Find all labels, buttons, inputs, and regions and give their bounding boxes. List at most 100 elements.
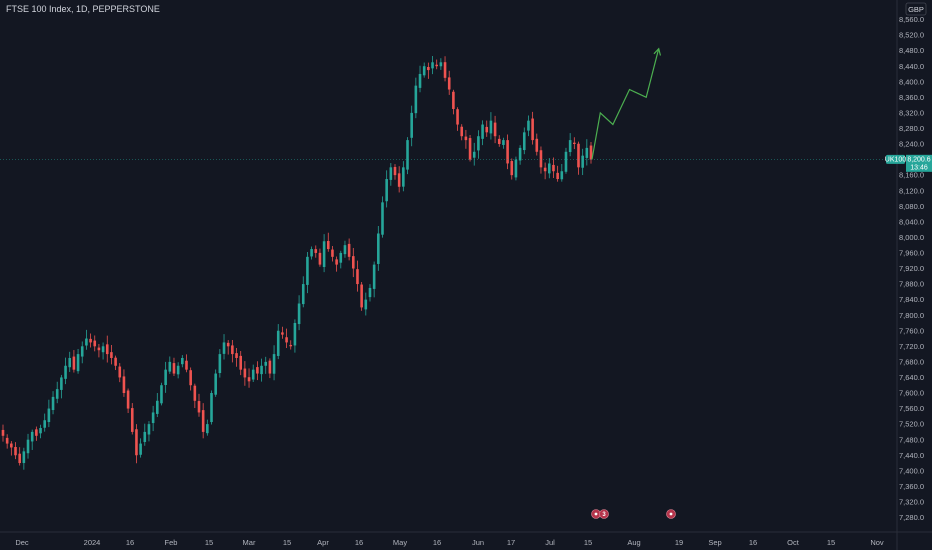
price-tick-label: 7,480.0 xyxy=(899,435,924,444)
price-tick-label: 7,640.0 xyxy=(899,373,924,382)
candle xyxy=(268,358,272,379)
candle xyxy=(539,146,543,174)
candle xyxy=(47,399,51,428)
candle xyxy=(547,158,551,179)
price-tick-label: 8,080.0 xyxy=(899,202,924,211)
candle xyxy=(206,419,209,436)
candle xyxy=(556,165,559,182)
candle xyxy=(535,133,539,156)
candle xyxy=(226,340,230,355)
last-price-badge xyxy=(906,154,932,172)
time-tick-label: Mar xyxy=(243,538,256,547)
price-tick-label: 7,880.0 xyxy=(899,280,924,289)
candle xyxy=(310,246,313,260)
candle xyxy=(531,111,534,145)
last-price-text: 8,200.6 xyxy=(907,157,930,164)
candle xyxy=(510,158,514,180)
candle xyxy=(193,383,197,409)
price-tick-label: 8,480.0 xyxy=(899,46,924,55)
time-tick-label: Feb xyxy=(165,538,178,547)
candle xyxy=(339,250,343,269)
candle xyxy=(322,234,326,273)
time-tick-label: Aug xyxy=(627,538,640,547)
candle xyxy=(151,405,155,432)
candle xyxy=(351,247,355,278)
candle xyxy=(485,120,489,137)
candle xyxy=(35,426,38,441)
candle xyxy=(456,107,459,131)
candle xyxy=(522,127,526,155)
price-tick-label: 7,760.0 xyxy=(899,326,924,335)
price-tick-label: 7,440.0 xyxy=(899,451,924,460)
candle xyxy=(143,423,147,446)
candle xyxy=(326,232,330,252)
candle xyxy=(585,139,589,166)
time-tick-label: 15 xyxy=(283,538,291,547)
event-marker[interactable] xyxy=(599,509,609,519)
candle xyxy=(256,361,259,381)
candle xyxy=(573,137,576,150)
candle xyxy=(568,133,572,157)
candle xyxy=(214,369,217,397)
candle xyxy=(335,256,338,272)
candle xyxy=(347,238,351,261)
event-marker-group[interactable]: 3 xyxy=(591,509,609,519)
time-tick-label: Apr xyxy=(317,538,329,547)
candle xyxy=(356,260,359,292)
time-tick-label: 16 xyxy=(749,538,757,547)
candle xyxy=(414,77,418,119)
candle xyxy=(80,341,84,364)
candle xyxy=(197,393,201,417)
projection-path xyxy=(591,48,660,160)
event-count-label: 3 xyxy=(602,512,606,518)
time-tick-label: Jul xyxy=(545,538,555,547)
time-tick-label: 15 xyxy=(584,538,592,547)
time-tick-label: 17 xyxy=(507,538,515,547)
candle xyxy=(247,368,251,388)
candle xyxy=(60,374,63,399)
candle xyxy=(577,141,580,175)
price-tick-label: 8,360.0 xyxy=(899,93,924,102)
candle xyxy=(105,335,109,363)
candle xyxy=(210,390,213,425)
symbol-badge xyxy=(886,154,905,164)
time-axis[interactable]: Dec 2024 16 Feb 15 Mar 15 Apr 16 May 16 Jun 17 Jul 15 A… xyxy=(15,538,884,547)
candle xyxy=(410,105,413,147)
candle xyxy=(101,342,105,360)
projection-arrowhead xyxy=(653,47,662,56)
candle xyxy=(251,364,255,383)
chart-title: FTSE 100 Index, 1D, PEPPERSTONE xyxy=(6,4,160,14)
price-tick-label: 7,720.0 xyxy=(899,342,924,351)
price-axis[interactable]: 8,560.0 8,520.0 8,480.0 8,440.0 8,400.0 8,360… xyxy=(899,15,924,522)
price-tick-label: 8,160.0 xyxy=(899,171,924,180)
bar-countdown-text: 13:46 xyxy=(910,165,928,172)
candle xyxy=(68,351,72,372)
candle xyxy=(239,351,243,376)
candle xyxy=(385,170,388,208)
candle xyxy=(318,248,322,267)
candle xyxy=(581,148,584,176)
candle xyxy=(85,329,88,350)
candle xyxy=(14,442,17,460)
candle xyxy=(26,433,30,459)
currency-selector[interactable]: GBP xyxy=(905,2,927,16)
candle xyxy=(126,388,130,414)
price-tick-label: 8,440.0 xyxy=(899,62,924,71)
candle xyxy=(130,403,134,435)
candle xyxy=(39,424,42,439)
candle xyxy=(222,334,226,360)
candle xyxy=(402,161,405,192)
candle xyxy=(589,141,593,164)
candle xyxy=(393,164,397,180)
candle xyxy=(51,391,55,415)
event-marker-single[interactable] xyxy=(666,509,676,519)
candle xyxy=(185,354,188,373)
candle xyxy=(389,163,393,186)
event-markers[interactable]: 3 xyxy=(591,509,676,519)
candle xyxy=(314,245,318,258)
time-tick-label: Oct xyxy=(787,538,800,547)
time-tick-label: 16 xyxy=(126,538,134,547)
candle xyxy=(122,369,126,397)
